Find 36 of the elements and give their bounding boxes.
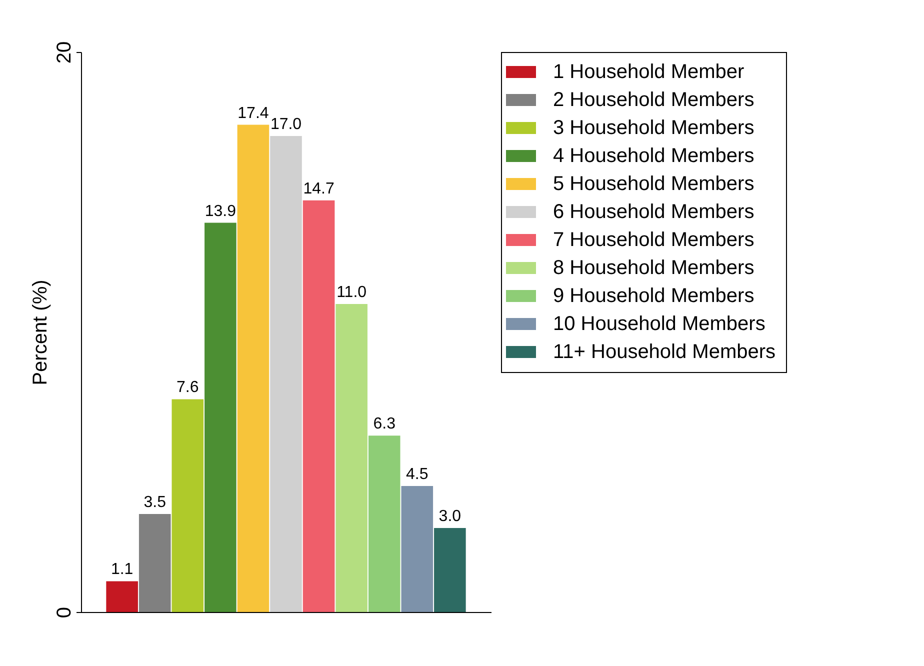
bar	[138, 514, 171, 612]
data-label: 1.1	[110, 561, 134, 578]
legend-label: 6 Household Members	[553, 201, 754, 223]
legend-label: 7 Household Members	[553, 229, 754, 251]
y-tick-label: 0	[54, 606, 76, 618]
data-label: 3.5	[144, 494, 166, 511]
legend-label: 4 Household Members	[553, 145, 754, 167]
data-label: 6.3	[373, 416, 396, 433]
bar	[270, 136, 302, 612]
bar	[204, 222, 236, 612]
legend-label: 2 Household Members	[553, 89, 754, 111]
legend-label: 11+ Household Members	[553, 341, 776, 363]
data-label: 4.5	[406, 466, 428, 483]
data-label: 7.6	[176, 379, 199, 396]
bar	[401, 486, 434, 612]
y-tick-label: 20	[54, 41, 76, 64]
bar	[434, 528, 466, 612]
data-label: 17.4	[238, 104, 269, 122]
bar	[172, 399, 204, 612]
legend-label: 5 Household Members	[553, 173, 754, 195]
legend-label: 10 Household Members	[553, 313, 766, 335]
data-label: 14.7	[303, 180, 334, 198]
bar	[336, 304, 368, 612]
legend-label: 8 Household Members	[553, 257, 754, 279]
bar	[302, 200, 335, 612]
data-label: 13.9	[204, 202, 236, 220]
bar	[106, 581, 138, 612]
data-label: 3.0	[438, 508, 462, 525]
y-axis-title: Percent (%)	[30, 280, 52, 386]
bar	[237, 124, 270, 612]
bar	[368, 436, 400, 612]
data-label: 11.0	[336, 284, 367, 301]
data-label: 17.0	[270, 116, 302, 133]
legend-label: 1 Household Member	[553, 61, 745, 83]
legend-label: 3 Household Members	[553, 117, 754, 139]
legend-label: 9 Household Members	[553, 285, 754, 307]
